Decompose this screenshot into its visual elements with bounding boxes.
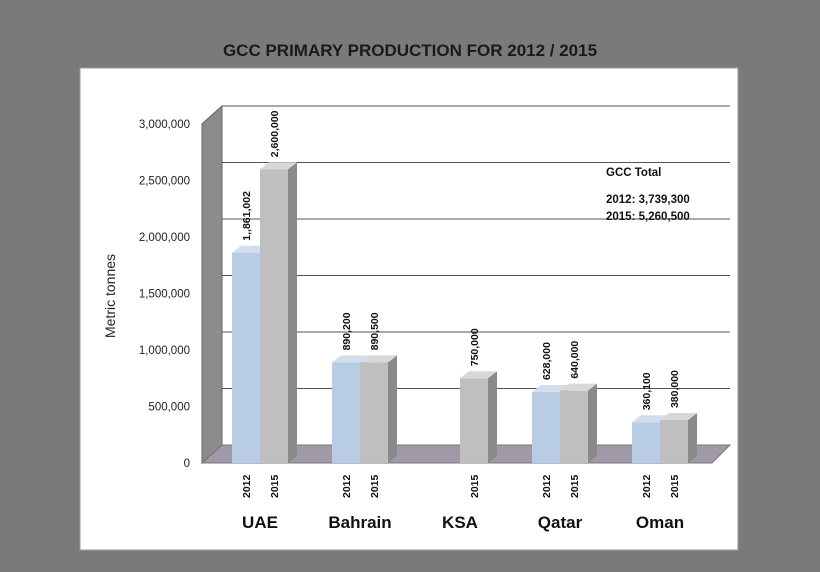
- bar-top: [632, 415, 669, 423]
- data-label: 640,000: [569, 341, 581, 379]
- bar-side: [688, 413, 697, 463]
- y-tick-label: 1,500,000: [139, 289, 190, 301]
- data-label: 628,000: [541, 342, 553, 380]
- bar-top: [460, 371, 497, 379]
- bar-bahrain-2012: [332, 362, 360, 463]
- y-tick-label: 0: [184, 458, 190, 470]
- y-axis-title: Metric tonnes: [102, 254, 118, 338]
- bar-top: [360, 355, 397, 363]
- bar-top: [560, 383, 597, 391]
- bar-top: [260, 162, 297, 170]
- annotation-line-2015: 2015: 5,260,500: [606, 211, 690, 223]
- year-label: 2015: [469, 474, 481, 498]
- bar-top: [532, 385, 569, 393]
- data-label: 890,500: [369, 312, 381, 350]
- data-label: 1,,861,002: [241, 191, 253, 241]
- category-label: UAE: [242, 513, 278, 532]
- y-tick-label: 2,500,000: [139, 176, 190, 188]
- year-label: 2015: [369, 474, 381, 498]
- annotation-line-2012: 2012: 3,739,300: [606, 194, 690, 206]
- y-tick-label: 3,000,000: [139, 119, 190, 131]
- bar-oman-2015: [660, 420, 688, 463]
- bar-side: [388, 355, 397, 463]
- bar-top: [232, 245, 269, 253]
- y-tick-label: 500,000: [148, 402, 190, 414]
- chart-title: GCC PRIMARY PRODUCTION FOR 2012 / 2015: [223, 41, 597, 60]
- data-label: 890,200: [341, 312, 353, 350]
- bar-qatar-2012: [532, 392, 560, 463]
- year-label: 2012: [241, 474, 253, 498]
- bar-uae-2012: [232, 252, 260, 463]
- year-label: 2012: [341, 474, 353, 498]
- data-label: 750,000: [469, 328, 481, 366]
- bar-ksa-2015: [460, 378, 488, 463]
- category-label: Qatar: [538, 513, 583, 532]
- y-tick-label: 2,000,000: [139, 232, 190, 244]
- year-label: 2015: [569, 474, 581, 498]
- bar-oman-2012: [632, 422, 660, 463]
- bar-side: [288, 162, 297, 463]
- chart-area-background: [79, 67, 739, 551]
- category-label: Bahrain: [328, 513, 391, 532]
- category-label: Oman: [636, 513, 684, 532]
- side-wall: [201, 104, 223, 465]
- bar-qatar-2015: [560, 390, 588, 463]
- year-label: 2015: [269, 474, 281, 498]
- bar-top: [332, 355, 369, 363]
- bar-side: [488, 371, 497, 463]
- bar-bahrain-2015: [360, 362, 388, 463]
- bar-uae-2015: [260, 169, 288, 463]
- data-label: 380,000: [669, 370, 681, 408]
- year-label: 2015: [669, 474, 681, 498]
- year-label: 2012: [641, 474, 653, 498]
- category-label: KSA: [442, 513, 478, 532]
- year-label: 2012: [541, 474, 553, 498]
- y-tick-label: 1,000,000: [139, 345, 190, 357]
- data-label: 2,600,000: [269, 110, 281, 157]
- annotation-heading: GCC Total: [606, 167, 661, 179]
- data-label: 360,100: [641, 372, 653, 410]
- bar-top: [660, 413, 697, 421]
- bar-side: [588, 383, 597, 463]
